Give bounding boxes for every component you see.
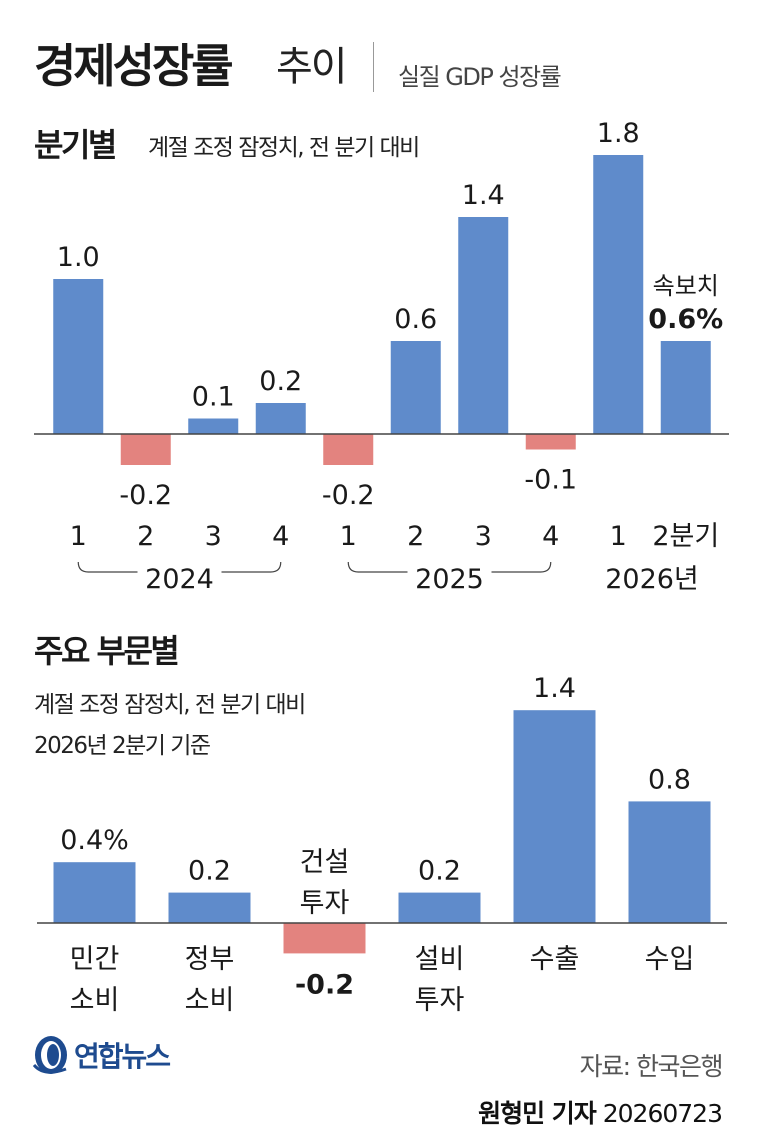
sector-value-label-5: 0.8 [648, 764, 691, 795]
sector-category-label-3-1: 투자 [415, 985, 465, 1016]
category-label-5: 2 [407, 521, 424, 552]
sector-category-label-0-0: 민간 [70, 944, 120, 975]
publish-date: 20260723 [602, 1099, 723, 1128]
section2-title: 주요 부문별 [34, 632, 180, 670]
bar-5 [390, 341, 441, 434]
title-divider [373, 42, 374, 92]
credit-line: 원형민 기자 20260723 [478, 1094, 723, 1130]
year-label-2: 2026년 [605, 564, 699, 595]
year-label-1: 2025 [415, 564, 484, 595]
value-label-8: 1.8 [597, 120, 640, 149]
chart2-value-labels: 0.4% 0.2 -0.2 0.2 1.4 0.8 [60, 673, 691, 1000]
category-label-7: 4 [542, 521, 559, 552]
bar-2 [188, 418, 239, 434]
value-label-2: 0.1 [192, 382, 235, 413]
yonhap-logo-text: 연합뉴스 [74, 1040, 171, 1073]
category-label-1: 2 [137, 521, 154, 552]
value-label-5: 0.6 [394, 304, 437, 335]
bar-1 [120, 434, 171, 465]
bar-0 [53, 279, 104, 434]
category-label-2: 3 [205, 521, 222, 552]
year-bracket-right-1 [491, 561, 552, 573]
annotation-label: 속보치 [653, 272, 719, 300]
sector-bar-4 [513, 710, 596, 923]
yonhap-logo-icon [30, 1033, 72, 1081]
sector-value-label-0: 0.4% [60, 825, 129, 856]
section1-note: 계절 조정 잠정치, 전 분기 대비 [148, 135, 420, 161]
year-label-0: 2024 [145, 564, 214, 595]
reporter-name: 원형민 기자 [478, 1099, 597, 1128]
section1-title: 분기별 [34, 126, 117, 164]
sector-value-label-3: 0.2 [418, 856, 461, 887]
year-bracket-left-0 [77, 561, 138, 573]
sector-bar-5 [628, 801, 711, 923]
section2-note-line2: 2026년 2분기 기준 [34, 733, 211, 759]
value-label-4: -0.2 [322, 480, 375, 511]
chart1-category-labels: 1 2 3 4 1 2 3 4 1 2분기 [70, 521, 720, 552]
sector-bar-1 [168, 892, 251, 923]
source-label: 자료: 한국은행 [579, 1052, 724, 1081]
category-label-4: 1 [340, 521, 357, 552]
sector-category-label-1-1: 소비 [185, 985, 235, 1016]
sector-bar-3 [398, 892, 481, 923]
category-label-8: 1 [610, 521, 627, 552]
sector-category-label-3-0: 설비 [415, 944, 465, 975]
bar-9 [660, 341, 711, 434]
sector-category-label-0-1: 소비 [70, 985, 120, 1016]
bar-3 [255, 403, 306, 434]
sector-value-label-1: 0.2 [188, 856, 231, 887]
value-label-1: -0.2 [119, 480, 172, 511]
value-label-6: 1.4 [462, 180, 505, 211]
chart1-bars [53, 155, 711, 465]
chart1-value-labels: 1.0 -0.2 0.1 0.2 -0.2 0.6 1.4 -0.1 1.8 0.6% 속보치 [57, 120, 723, 511]
page-title: 경제성장률 [34, 39, 234, 93]
page-title-suffix: 추이 [276, 44, 348, 90]
section2-note-line1: 계절 조정 잠정치, 전 분기 대비 [34, 692, 306, 718]
sector-category-label-5-0: 수입 [645, 944, 695, 975]
sector-bar-2 [283, 923, 366, 954]
year-bracket-left-1 [347, 561, 408, 573]
category-label-0: 1 [70, 521, 87, 552]
title-note: 실질 GDP 성장률 [398, 63, 562, 91]
category-label-6: 3 [475, 521, 492, 552]
value-label-3: 0.2 [259, 366, 302, 397]
sector-bar-0 [53, 862, 136, 923]
sector-category-label-2-0: 건설 [300, 847, 350, 878]
sector-category-label-1-0: 정부 [185, 944, 235, 975]
bar-7 [525, 434, 576, 450]
sector-category-label-4-0: 수출 [530, 944, 580, 975]
bar-8 [593, 155, 644, 434]
sector-value-label-4: 1.4 [533, 673, 576, 704]
bar-4 [323, 434, 374, 465]
sector-value-label-2: -0.2 [295, 969, 354, 1000]
value-label-7: -0.1 [524, 465, 577, 496]
sector-category-label-2-1: 투자 [300, 888, 350, 919]
year-bracket-right-0 [221, 561, 282, 573]
category-label-9: 2분기 [652, 521, 719, 552]
value-label-0: 1.0 [57, 242, 100, 273]
chart1-year-groups: 2024 2025 2026년 [77, 561, 699, 595]
value-label-9: 0.6% [648, 304, 723, 335]
bar-6 [458, 217, 509, 434]
category-label-3: 4 [272, 521, 289, 552]
chart2-bars [53, 710, 711, 954]
